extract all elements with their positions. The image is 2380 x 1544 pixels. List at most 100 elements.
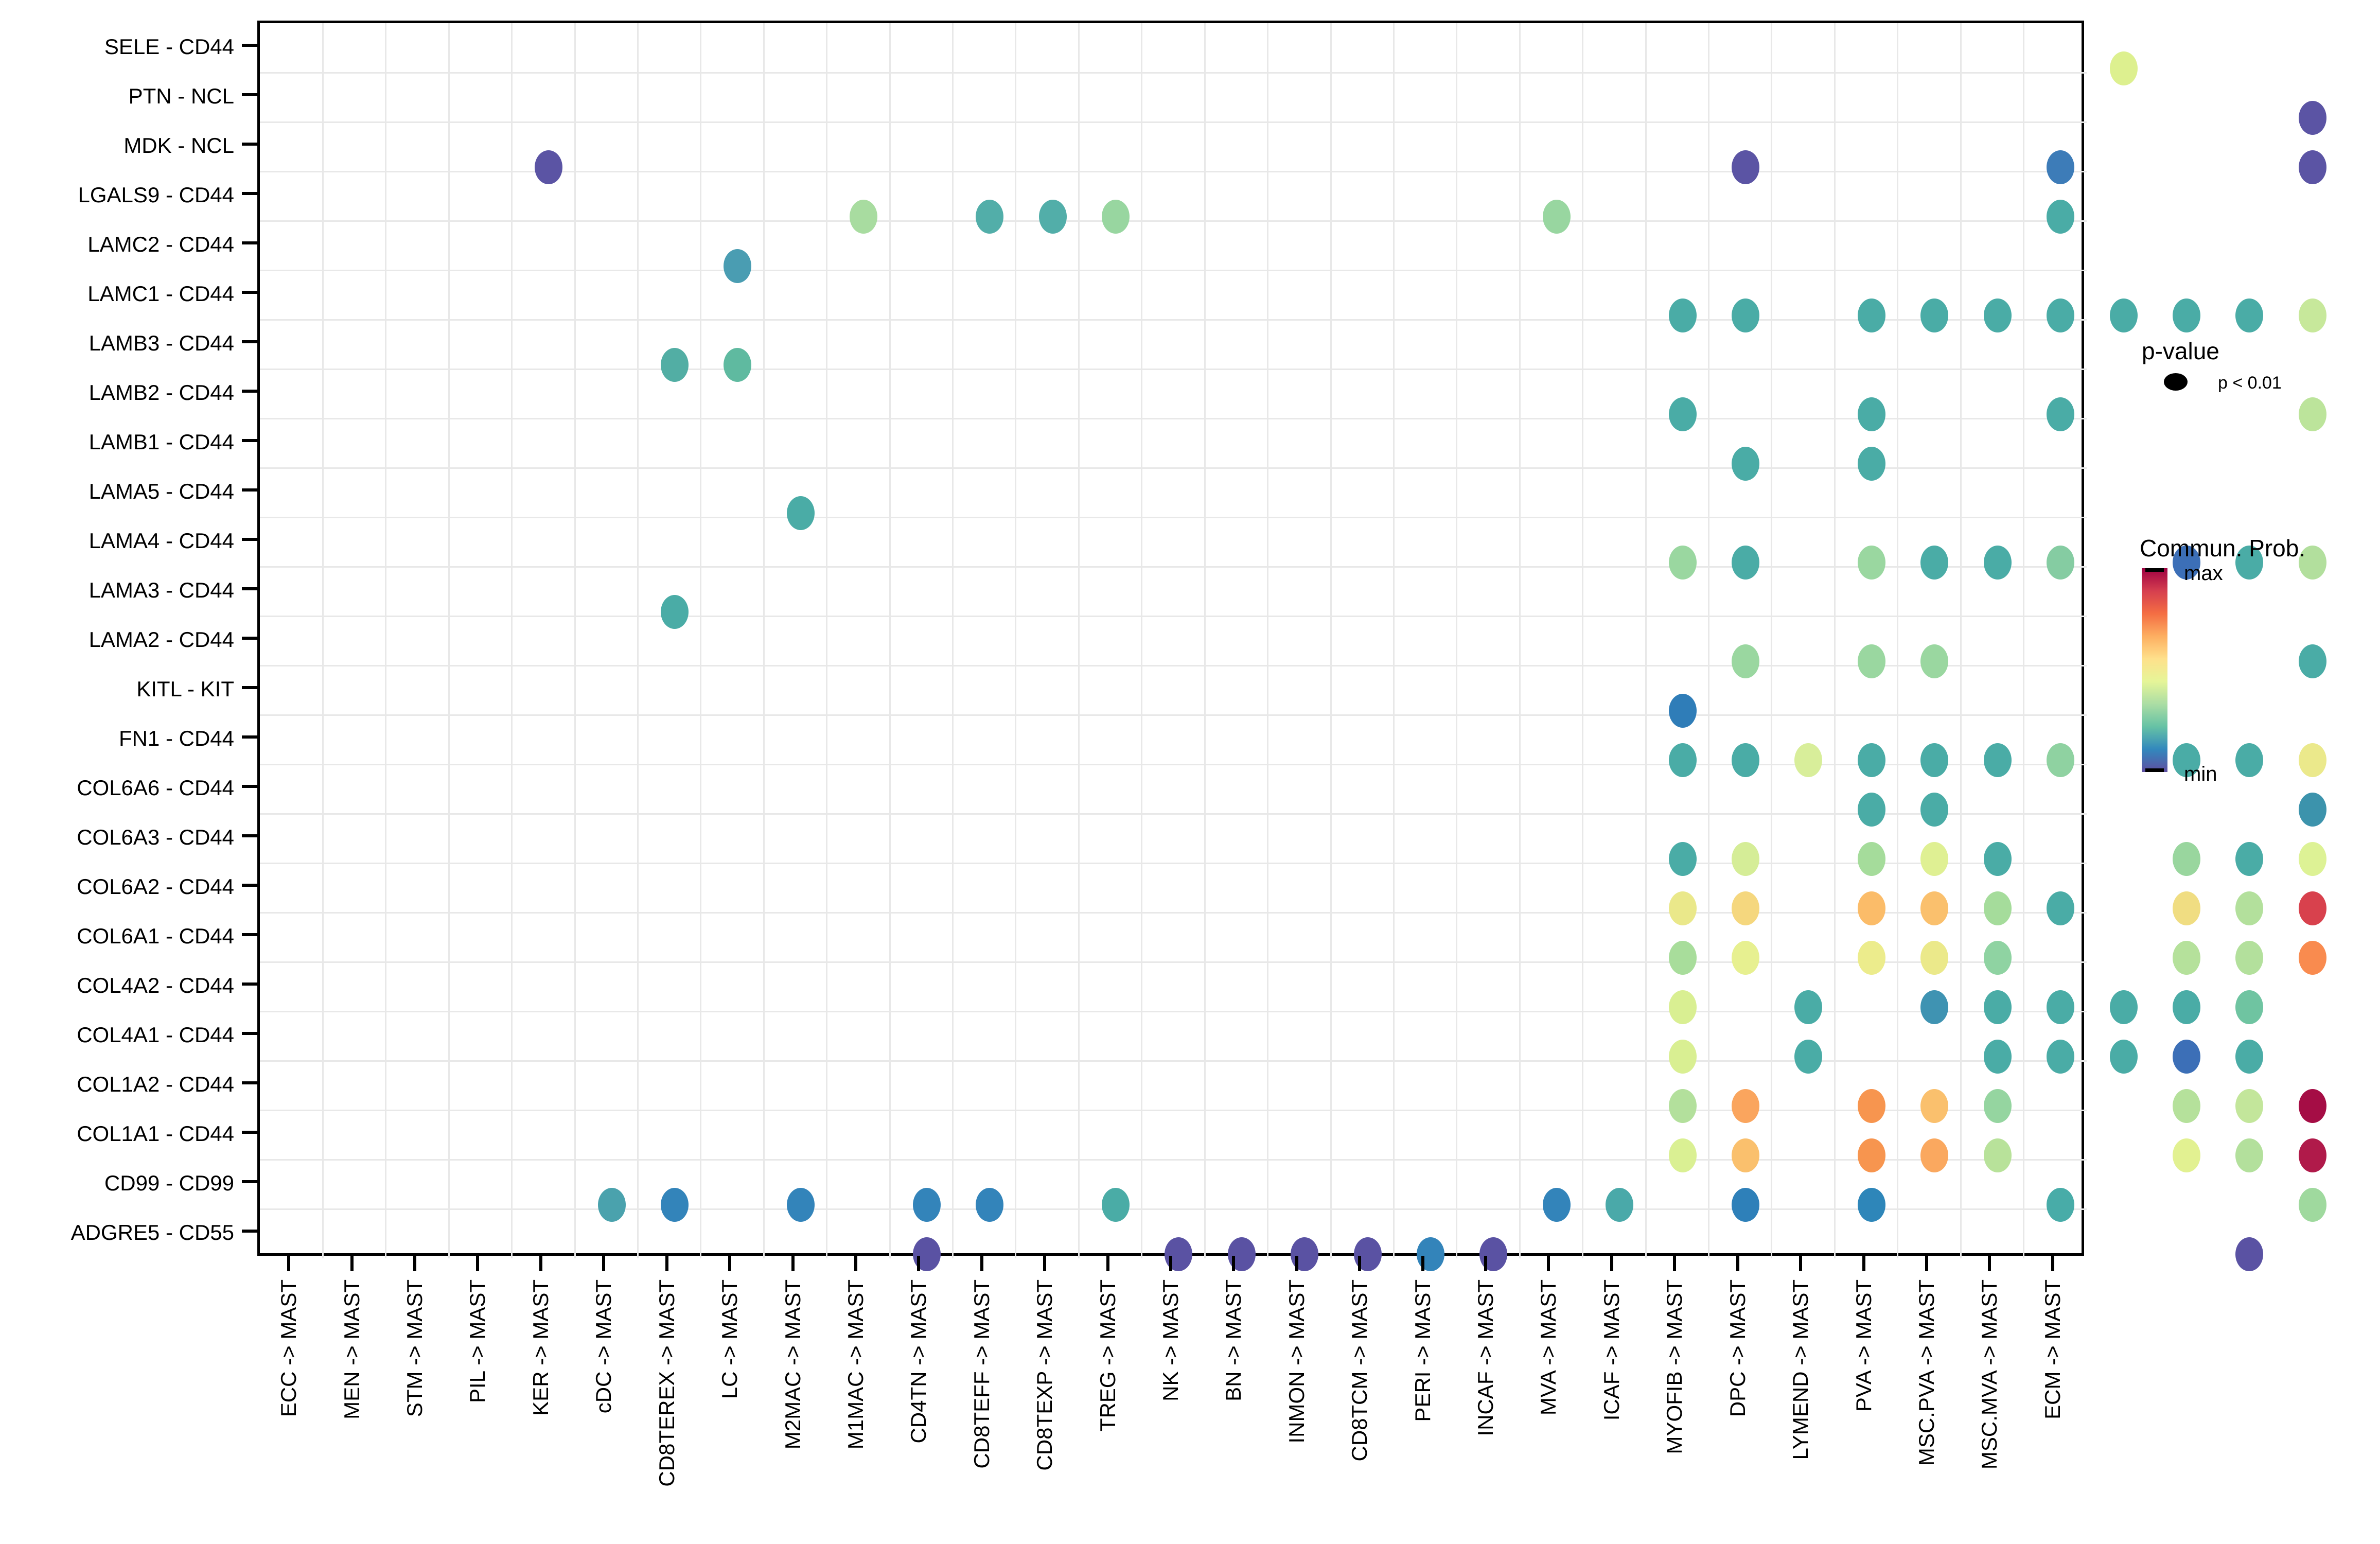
y-tick-label: LAMA2 - CD44 xyxy=(89,627,234,652)
data-point xyxy=(2235,743,2264,777)
vertical-gridline xyxy=(1078,23,1080,1258)
horizontal-gridline xyxy=(260,121,2087,123)
data-point xyxy=(1857,941,1885,975)
x-axis-tick xyxy=(539,1256,542,1271)
horizontal-gridline xyxy=(260,615,2087,617)
x-axis-tick xyxy=(1925,1256,1928,1271)
vertical-gridline xyxy=(448,23,450,1258)
data-point xyxy=(724,249,752,283)
data-point xyxy=(1857,546,1885,580)
horizontal-gridline xyxy=(260,1208,2087,1210)
data-point xyxy=(1668,546,1697,580)
x-axis-tick xyxy=(1547,1256,1550,1271)
data-point xyxy=(2235,1237,2264,1271)
data-point xyxy=(1983,842,2012,876)
x-axis-tick xyxy=(1232,1256,1236,1271)
data-point xyxy=(2298,546,2326,580)
data-point xyxy=(1857,1089,1885,1123)
x-tick-label: M2MAC -> MAST xyxy=(780,1279,805,1450)
data-point xyxy=(1920,1138,1949,1172)
y-tick-label: LAMB3 - CD44 xyxy=(89,331,234,355)
data-point xyxy=(2235,1040,2264,1074)
data-point xyxy=(2172,299,2200,332)
horizontal-gridline xyxy=(260,269,2087,271)
horizontal-gridline xyxy=(260,417,2087,419)
y-tick-label: LAMA5 - CD44 xyxy=(89,479,234,503)
data-point xyxy=(2235,546,2264,580)
data-point xyxy=(2298,299,2326,332)
colorbar-min-tick xyxy=(2145,768,2164,772)
x-axis-tick xyxy=(854,1256,857,1271)
y-tick-label: COL6A2 - CD44 xyxy=(77,874,234,899)
data-point xyxy=(2298,891,2326,925)
x-tick-label: INMON -> MAST xyxy=(1284,1279,1309,1444)
y-tick-label: COL6A6 - CD44 xyxy=(77,776,234,800)
vertical-gridline xyxy=(574,23,576,1258)
horizontal-gridline xyxy=(260,566,2087,568)
data-point xyxy=(1732,150,1760,184)
y-axis-tick xyxy=(242,241,257,244)
y-tick-label: COL1A2 - CD44 xyxy=(77,1072,234,1096)
data-point xyxy=(1101,200,1130,234)
x-tick-label: DPC -> MAST xyxy=(1725,1279,1750,1417)
data-point xyxy=(1668,743,1697,777)
y-tick-label: PTN - NCL xyxy=(128,84,234,108)
x-tick-label: M1MAC -> MAST xyxy=(843,1279,868,1450)
data-point xyxy=(1732,891,1760,925)
y-axis-tick xyxy=(242,1032,257,1035)
x-axis-tick xyxy=(917,1256,921,1271)
data-point xyxy=(661,1188,689,1222)
y-tick-label: MDK - NCL xyxy=(124,133,234,157)
y-axis-tick xyxy=(242,93,257,96)
y-axis-tick xyxy=(242,340,257,343)
data-point xyxy=(1606,1188,1634,1222)
vertical-gridline xyxy=(1267,23,1269,1258)
x-axis-tick xyxy=(1295,1256,1298,1271)
data-point xyxy=(2172,1089,2200,1123)
x-axis-tick xyxy=(980,1256,983,1271)
data-point xyxy=(2047,1188,2075,1222)
vertical-gridline xyxy=(637,23,639,1258)
x-axis-tick xyxy=(791,1256,795,1271)
y-axis-tick xyxy=(242,933,257,936)
x-axis-tick xyxy=(1358,1256,1362,1271)
x-axis-tick xyxy=(2051,1256,2054,1271)
data-point xyxy=(1920,299,1949,332)
x-tick-label: PERI -> MAST xyxy=(1410,1279,1435,1422)
data-point xyxy=(1732,1188,1760,1222)
data-point xyxy=(2172,891,2200,925)
data-point xyxy=(724,348,752,382)
data-point xyxy=(1920,1089,1949,1123)
data-point xyxy=(2298,793,2326,827)
data-point xyxy=(2298,842,2326,876)
x-tick-label: PVA -> MAST xyxy=(1851,1279,1876,1412)
x-axis-tick xyxy=(413,1256,417,1271)
x-tick-label: KER -> MAST xyxy=(528,1279,553,1416)
vertical-gridline xyxy=(2023,23,2025,1258)
data-point xyxy=(2172,941,2200,975)
vertical-gridline xyxy=(1456,23,1458,1258)
vertical-gridline xyxy=(1645,23,1647,1258)
data-point xyxy=(661,348,689,382)
data-point xyxy=(1920,644,1949,678)
y-tick-label: COL4A2 - CD44 xyxy=(77,973,234,997)
y-tick-label: COL6A1 - CD44 xyxy=(77,924,234,948)
horizontal-gridline xyxy=(260,714,2087,716)
commun-prob-legend-title: Commun. Prob. xyxy=(2140,535,2306,562)
data-point xyxy=(2047,200,2075,234)
data-point xyxy=(2047,397,2075,431)
y-axis-tick xyxy=(242,1081,257,1084)
data-point xyxy=(1732,447,1760,481)
y-axis-tick xyxy=(242,390,257,393)
y-tick-label: LAMB2 - CD44 xyxy=(89,380,234,405)
data-point xyxy=(1668,1089,1697,1123)
commun-prob-colorbar xyxy=(2142,568,2167,772)
data-point xyxy=(1983,990,2012,1024)
data-point xyxy=(1857,891,1885,925)
horizontal-gridline xyxy=(260,1109,2087,1111)
data-point xyxy=(1857,1138,1885,1172)
pvalue-key-dot-icon xyxy=(2164,373,2188,391)
data-point xyxy=(1983,299,2012,332)
vertical-gridline xyxy=(511,23,513,1258)
horizontal-gridline xyxy=(260,1060,2087,1062)
